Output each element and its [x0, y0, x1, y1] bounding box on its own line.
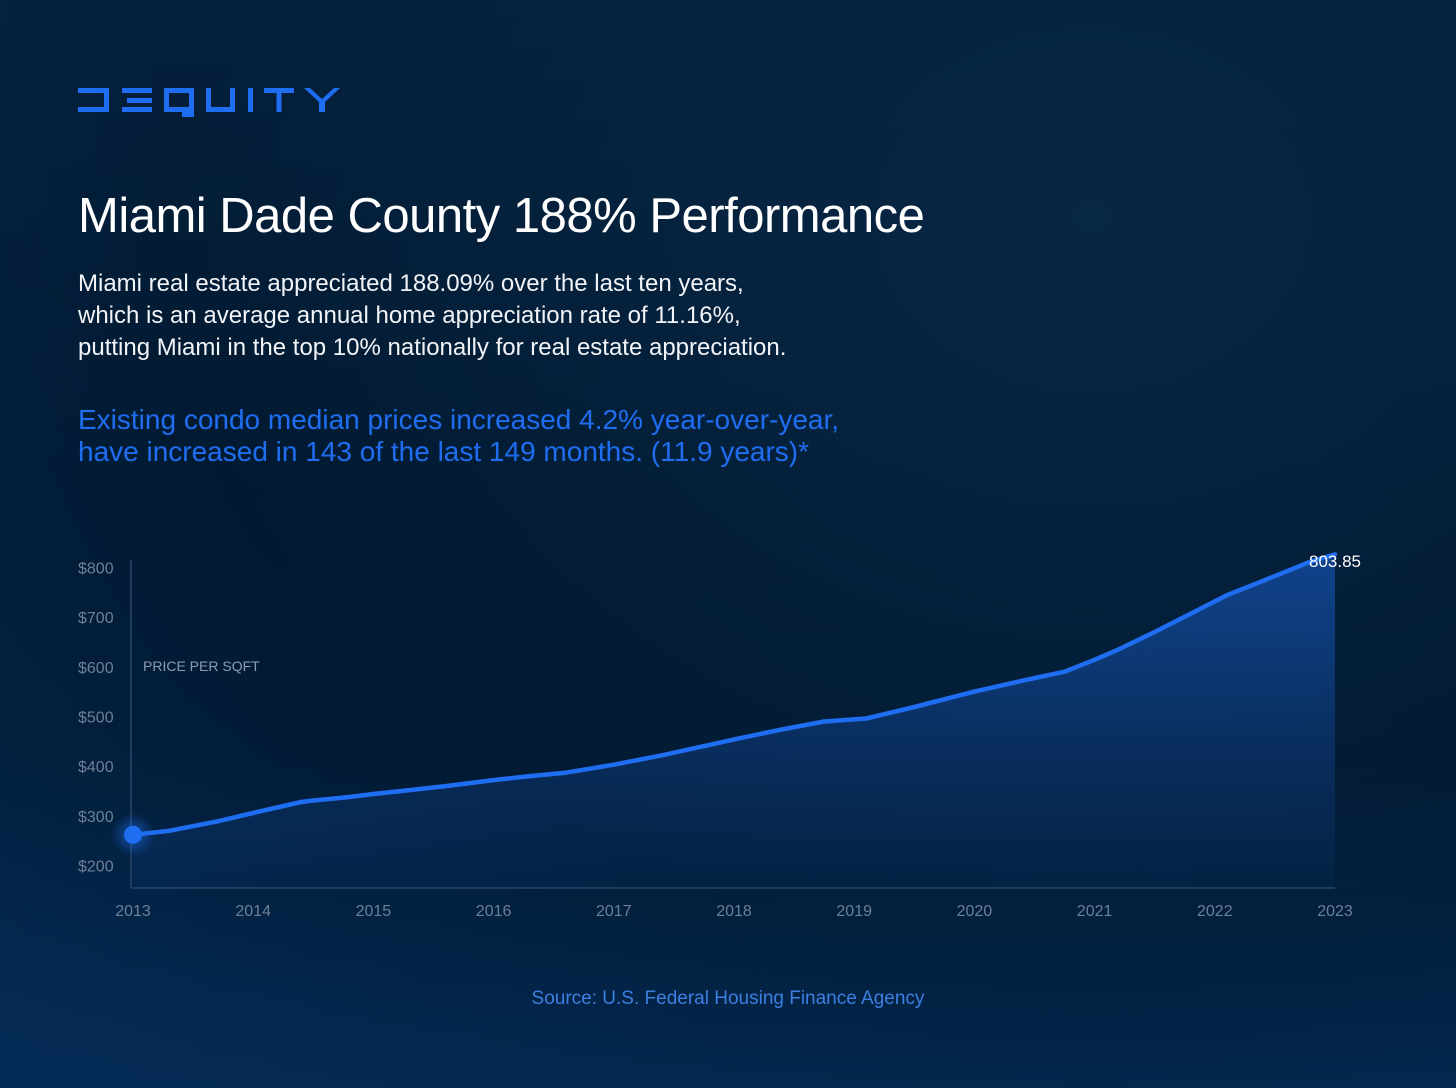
price-chart: $200 $300 $400 $500 $600 $700 $800 2013 2014 2015… [78, 552, 1361, 920]
intro-paragraph: Miami real estate appreciated 188.09% ov… [78, 268, 978, 364]
highlight-line: have increased in 143 of the last 149 mo… [78, 436, 810, 467]
end-value-label: 803.85 [1309, 552, 1361, 571]
source-note: Source: U.S. Federal Housing Finance Age… [531, 988, 925, 1009]
highlight-line: Existing condo median prices increased 4… [78, 404, 840, 435]
intro-line: putting Miami in the top 10% nationally … [78, 334, 787, 361]
y-tick-label: $400 [78, 759, 114, 776]
x-tick-label: 2023 [1317, 903, 1353, 920]
x-tick-label: 2019 [836, 903, 872, 920]
x-tick-label: 2017 [596, 903, 632, 920]
intro-line: Miami real estate appreciated 188.09% ov… [78, 270, 744, 297]
y-tick-label: $500 [78, 709, 114, 726]
dequity-logo [78, 84, 340, 118]
y-tick-label: $200 [78, 859, 114, 876]
x-tick-label: 2013 [115, 903, 151, 920]
intro-line: which is an average annual home apprecia… [78, 302, 741, 329]
x-tick-label: 2021 [1077, 903, 1113, 920]
y-tick-label: $700 [78, 610, 114, 627]
x-tick-label: 2018 [716, 903, 752, 920]
page-title: Miami Dade County 188% Performance [78, 189, 925, 243]
series-line [130, 552, 1338, 838]
x-tick-label: 2015 [356, 903, 392, 920]
x-tick-label: 2014 [235, 903, 271, 920]
y-tick-label: $800 [78, 560, 114, 577]
logo-graphic [78, 88, 340, 117]
x-tick-label: 2020 [957, 903, 993, 920]
y-tick-label: $300 [78, 809, 114, 826]
x-tick-label: 2016 [476, 903, 512, 920]
highlight-paragraph: Existing condo median prices increased 4… [78, 404, 1038, 468]
start-point [124, 825, 142, 844]
series-area [133, 554, 1335, 888]
x-tick-label: 2022 [1197, 903, 1233, 920]
y-tick-label: $600 [78, 660, 114, 677]
y-axis-label: PRICE PER SQFT [143, 658, 260, 674]
